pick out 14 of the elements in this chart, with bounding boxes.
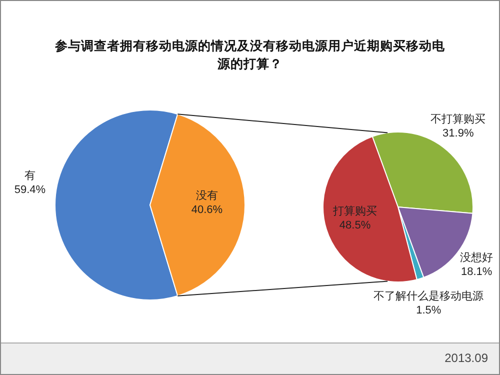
data-label: 48.5% [339,219,371,232]
slice-label: 打算购买 [332,205,378,218]
slice-label: 没有 [196,190,218,202]
text: 2013.09 [444,351,488,365]
slice-label: 不了解什么是移动电源 [374,289,484,302]
slice-label: 有 [24,170,36,182]
chart-title: 参与调查者拥有移动电源的情况及没有移动电源用户近期购买移动电源的打算？ [54,38,446,71]
data-label: 40.6% [191,204,223,216]
slice-label: 不打算购买 [430,113,486,126]
data-label: 31.9% [442,127,474,140]
data-label: 18.1% [461,266,492,278]
data-label: 59.4% [14,184,46,196]
slice-label: 没想好 [460,251,494,264]
data-label: 1.5% [416,304,442,316]
